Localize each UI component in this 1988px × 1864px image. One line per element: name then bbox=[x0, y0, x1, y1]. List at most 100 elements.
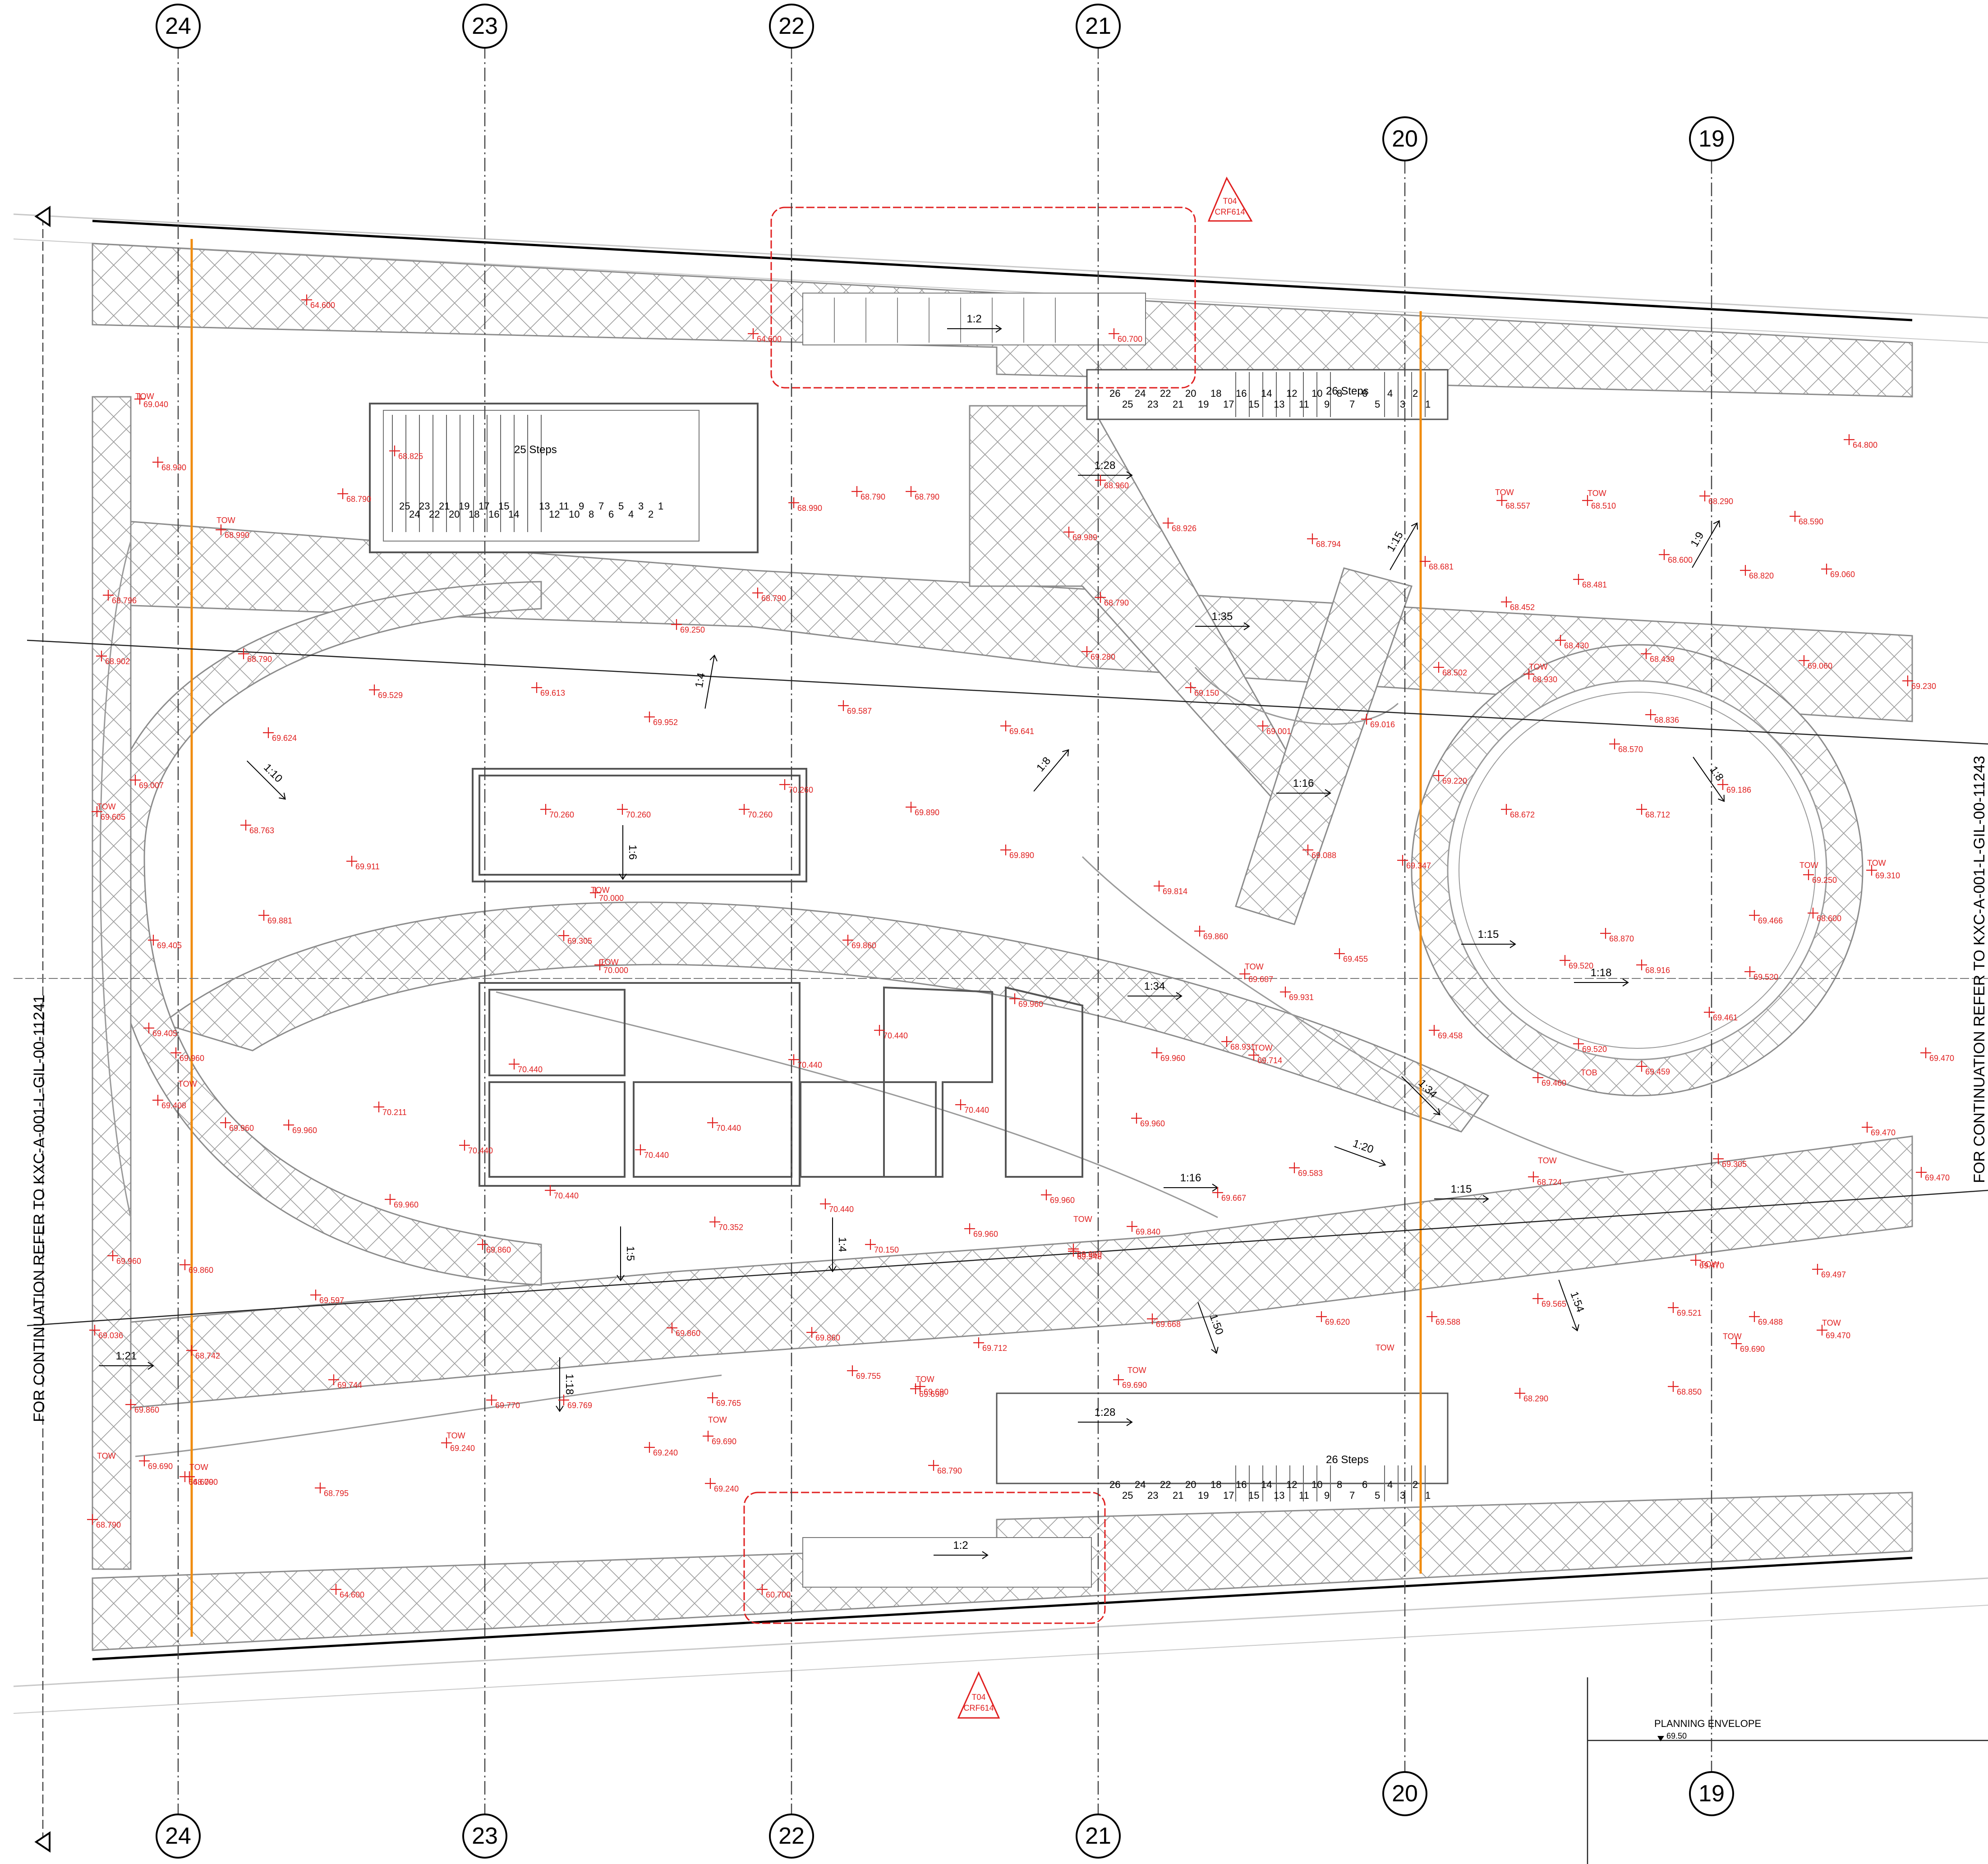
spot-level-cross bbox=[1636, 1061, 1647, 1072]
gradient-arrow bbox=[1195, 622, 1250, 630]
spot-level-cross bbox=[509, 1059, 520, 1070]
spot-level-value: 70.440 bbox=[468, 1146, 493, 1155]
spot-level-cross bbox=[1731, 1338, 1742, 1349]
spot-level: 69.960 bbox=[385, 1194, 419, 1209]
spot-level-value: 69.840 bbox=[1136, 1227, 1160, 1236]
spot-level-cross bbox=[1866, 865, 1877, 876]
spot-level-cross bbox=[1041, 1189, 1052, 1200]
spot-level-value: 68.742 bbox=[195, 1351, 220, 1360]
tow-tag: TOW bbox=[600, 958, 619, 967]
spot-level-cross bbox=[644, 712, 655, 722]
spot-level: 68.712 bbox=[1636, 804, 1670, 819]
spot-level: 68.825 bbox=[389, 445, 423, 461]
gradient-label: 1:18 bbox=[1574, 967, 1629, 987]
spot-level: 69.989 bbox=[1063, 527, 1097, 542]
spot-level-value: 69.597 bbox=[319, 1296, 344, 1305]
spot-level-value: 69.690 bbox=[924, 1387, 948, 1396]
spot-level-cross bbox=[170, 1047, 181, 1058]
stair-step-number: 26 bbox=[1109, 1479, 1120, 1490]
spot-level-value: 69.911 bbox=[355, 862, 380, 871]
spot-level-value: 69.460 bbox=[1542, 1079, 1566, 1088]
spot-level-cross bbox=[1109, 328, 1119, 339]
revision-clouds bbox=[743, 207, 1196, 1624]
tow-tag: TOW bbox=[1799, 861, 1818, 870]
tow-tag: TOW bbox=[1822, 1318, 1841, 1327]
gradient-label: 1:15 bbox=[1385, 522, 1418, 570]
stair-step-number: 19 bbox=[1198, 399, 1209, 410]
spot-level-cross bbox=[315, 1483, 326, 1493]
stair-step-number: 13 bbox=[1274, 1490, 1284, 1501]
stair-step-number: 1 bbox=[1425, 1490, 1431, 1501]
spot-level: 68.557 bbox=[1496, 495, 1530, 510]
tow-tag: TOW bbox=[591, 886, 610, 895]
spot-level-cross bbox=[540, 804, 551, 815]
gradient-text: 1:18 bbox=[563, 1374, 575, 1395]
gradient-label: 1:6 bbox=[619, 825, 639, 880]
spot-level-value: 68.836 bbox=[1654, 716, 1679, 725]
spot-level-value: 69.860 bbox=[1203, 932, 1228, 941]
tow-tag: TOW bbox=[135, 392, 154, 401]
spot-level: 69.960 bbox=[1131, 1113, 1165, 1128]
grid-bubble-24-bottom: 24 bbox=[156, 1813, 201, 1859]
gradient-arrow bbox=[619, 825, 627, 880]
spot-level: 68.790 bbox=[851, 486, 885, 501]
spot-level: 69.305 bbox=[558, 930, 592, 946]
spot-level: 69.690 bbox=[910, 1383, 944, 1399]
spot-level-value: 68.590 bbox=[1799, 517, 1823, 526]
spot-level: 69.405 bbox=[148, 935, 182, 950]
spot-level-cross bbox=[1420, 556, 1431, 567]
spot-level-cross bbox=[617, 804, 628, 815]
stair-step-number: 24 bbox=[1135, 388, 1146, 399]
spot-level-cross bbox=[130, 775, 141, 785]
spot-level-cross bbox=[1740, 565, 1751, 576]
spot-level-cross bbox=[373, 1102, 384, 1112]
spot-level-cross bbox=[1009, 993, 1020, 1004]
spot-level-value: 69.016 bbox=[1370, 720, 1395, 729]
spot-level: 68.439 bbox=[1641, 648, 1675, 664]
spot-level-cross bbox=[103, 590, 114, 601]
spot-level: 69.060 bbox=[1821, 564, 1855, 579]
spot-level: 69.765 bbox=[707, 1392, 741, 1408]
spot-level-value: 69.150 bbox=[1194, 689, 1219, 698]
spot-level-cross bbox=[1916, 1167, 1927, 1178]
spot-level-value: 64.800 bbox=[1853, 441, 1878, 450]
grid-bubble-20-bottom: 20 bbox=[1382, 1771, 1427, 1816]
spot-level-value: 69.470 bbox=[1871, 1128, 1896, 1137]
spot-level-value: 70.440 bbox=[716, 1124, 741, 1133]
stair-step-number: 17 bbox=[479, 500, 489, 512]
spot-level-value: 69.455 bbox=[1343, 955, 1368, 964]
spot-level: 69.860 bbox=[179, 1259, 213, 1275]
spot-level: 60.700 bbox=[1109, 328, 1142, 344]
spot-level-value: 60.700 bbox=[1118, 335, 1142, 344]
spot-level-value: 69.960 bbox=[292, 1126, 317, 1135]
spot-level: 69.470 bbox=[1690, 1255, 1724, 1270]
stair-step-number: 25 bbox=[399, 500, 410, 512]
stair-step-number: 13 bbox=[1274, 399, 1284, 410]
stair-step-number: 16 bbox=[1236, 388, 1247, 399]
spot-level: 68.510 bbox=[1582, 495, 1616, 510]
stair-step-number: 19 bbox=[459, 500, 469, 512]
spot-level-cross bbox=[1790, 511, 1800, 522]
tow-tag: TOW bbox=[1723, 1332, 1742, 1341]
gradient-label: 1:5 bbox=[617, 1226, 636, 1281]
spot-level: 70.440 bbox=[635, 1144, 669, 1160]
svg-text:19: 19 bbox=[1698, 1781, 1725, 1807]
svg-text:24: 24 bbox=[165, 1823, 191, 1849]
spot-level-cross bbox=[1163, 518, 1173, 528]
spot-level-cross bbox=[1147, 1313, 1158, 1324]
spot-level: 68.990 bbox=[152, 457, 186, 472]
spot-level-value: 69.036 bbox=[98, 1331, 123, 1340]
stair-step-number: 13 bbox=[539, 500, 550, 512]
svg-text:CRF614: CRF614 bbox=[963, 1703, 994, 1712]
spot-level: 69.931 bbox=[1280, 987, 1314, 1002]
spot-level: 69.088 bbox=[1302, 845, 1336, 860]
gradient-arrow bbox=[1197, 1302, 1219, 1354]
spot-level-cross bbox=[139, 1455, 150, 1466]
stair-step-number: 24 bbox=[1135, 1479, 1146, 1490]
stair-step-number: 4 bbox=[1387, 388, 1393, 399]
tow-tag: TOW bbox=[97, 1451, 116, 1460]
spot-level: 68.600 bbox=[1659, 549, 1693, 565]
spot-level-cross bbox=[842, 935, 853, 946]
spot-level: 69.960 bbox=[964, 1223, 998, 1239]
spot-level: 70.440 bbox=[459, 1140, 493, 1155]
